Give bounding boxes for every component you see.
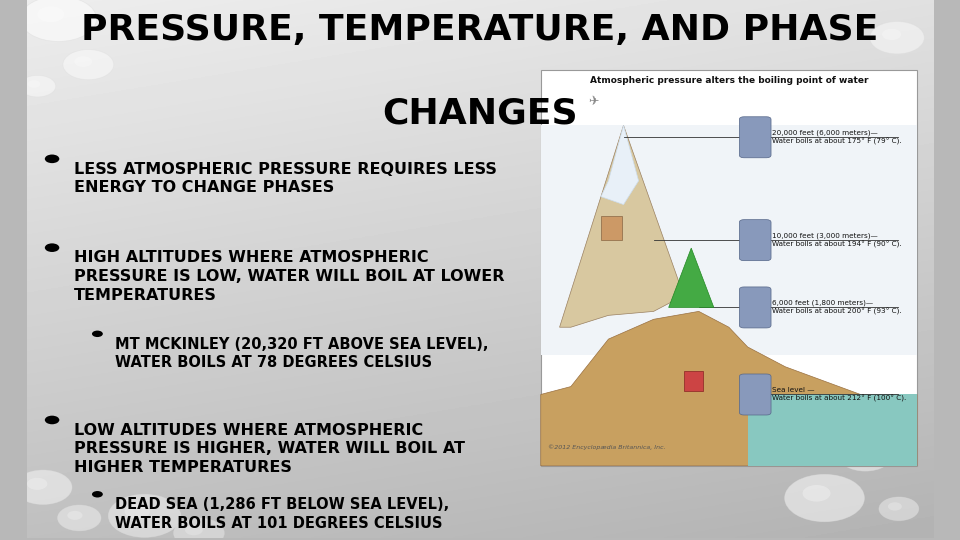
Circle shape — [58, 505, 101, 531]
Polygon shape — [669, 248, 714, 307]
FancyBboxPatch shape — [739, 220, 771, 261]
Circle shape — [27, 478, 47, 490]
Text: Sea level —
Water boils at about 212° F (100° C).: Sea level — Water boils at about 212° F … — [772, 387, 906, 402]
Text: 10,000 feet (3,000 meters)—
Water boils at about 194° F (90° C).: 10,000 feet (3,000 meters)— Water boils … — [772, 232, 901, 248]
Circle shape — [838, 439, 893, 471]
Text: LESS ATMOSPHERIC PRESSURE REQUIRES LESS
ENERGY TO CHANGE PHASES: LESS ATMOSPHERIC PRESSURE REQUIRES LESS … — [74, 161, 496, 195]
Polygon shape — [601, 125, 638, 205]
FancyBboxPatch shape — [739, 287, 771, 328]
Circle shape — [879, 497, 919, 521]
Text: LOW ALTITUDES WHERE ATMOSPHERIC
PRESSURE IS HIGHER, WATER WILL BOIL AT
HIGHER TE: LOW ALTITUDES WHERE ATMOSPHERIC PRESSURE… — [74, 423, 465, 475]
Text: 6,000 feet (1,800 meters)—
Water boils at about 200° F (93° C).: 6,000 feet (1,800 meters)— Water boils a… — [772, 300, 901, 315]
Circle shape — [63, 50, 113, 80]
Circle shape — [45, 244, 60, 252]
Text: Atmospheric pressure alters the boiling point of water: Atmospheric pressure alters the boiling … — [589, 77, 868, 85]
Circle shape — [851, 446, 870, 457]
Circle shape — [108, 494, 180, 537]
FancyBboxPatch shape — [540, 70, 917, 465]
Circle shape — [803, 485, 830, 502]
FancyBboxPatch shape — [684, 371, 703, 390]
Polygon shape — [560, 125, 684, 327]
Circle shape — [67, 511, 83, 520]
Text: DEAD SEA (1,286 FT BELOW SEA LEVEL),
WATER BOILS AT 101 DEGREES CELSIUS: DEAD SEA (1,286 FT BELOW SEA LEVEL), WAT… — [114, 497, 449, 531]
Circle shape — [19, 76, 56, 97]
Circle shape — [28, 80, 40, 88]
Circle shape — [125, 504, 150, 519]
Circle shape — [185, 525, 203, 535]
Text: 20,000 feet (6,000 meters)—
Water boils at about 175° F (79° C).: 20,000 feet (6,000 meters)— Water boils … — [772, 130, 901, 145]
FancyBboxPatch shape — [739, 117, 771, 158]
Text: MT MCKINLEY (20,320 FT ABOVE SEA LEVEL),
WATER BOILS AT 78 DEGREES CELSIUS: MT MCKINLEY (20,320 FT ABOVE SEA LEVEL),… — [114, 336, 488, 370]
Text: ✈: ✈ — [588, 95, 599, 108]
Circle shape — [14, 470, 72, 504]
Circle shape — [37, 6, 64, 22]
Circle shape — [888, 502, 901, 511]
FancyBboxPatch shape — [739, 374, 771, 415]
Text: PRESSURE, TEMPERATURE, AND PHASE: PRESSURE, TEMPERATURE, AND PHASE — [82, 14, 878, 48]
Circle shape — [882, 29, 901, 40]
Text: HIGH ALTITUDES WHERE ATMOSPHERIC
PRESSURE IS LOW, WATER WILL BOIL AT LOWER
TEMPE: HIGH ALTITUDES WHERE ATMOSPHERIC PRESSUR… — [74, 251, 504, 302]
Circle shape — [45, 416, 60, 424]
Polygon shape — [540, 312, 917, 465]
Circle shape — [784, 474, 864, 522]
Circle shape — [20, 0, 97, 42]
Circle shape — [92, 330, 103, 337]
FancyBboxPatch shape — [601, 217, 622, 240]
Text: ©2012 Encyclopædia Britannica, Inc.: ©2012 Encyclopædia Britannica, Inc. — [548, 444, 666, 450]
Circle shape — [74, 56, 92, 67]
Circle shape — [45, 154, 60, 163]
Circle shape — [174, 518, 225, 540]
Text: CHANGES: CHANGES — [382, 97, 578, 131]
Circle shape — [92, 491, 103, 497]
Polygon shape — [748, 395, 917, 465]
FancyBboxPatch shape — [540, 125, 917, 355]
Circle shape — [870, 22, 924, 54]
